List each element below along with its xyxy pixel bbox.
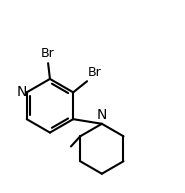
Text: Br: Br [41, 47, 55, 60]
Text: N: N [17, 85, 27, 99]
Text: N: N [97, 108, 107, 122]
Text: Br: Br [88, 66, 102, 79]
